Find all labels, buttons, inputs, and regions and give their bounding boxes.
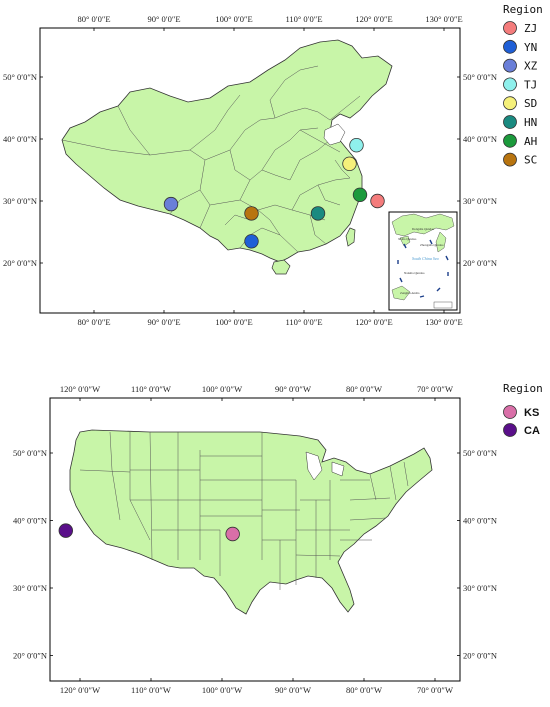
top-tick-label: 90° 0′0″E	[147, 14, 180, 24]
top-tick-label: 90° 0′0″W	[275, 384, 311, 394]
right-tick-label: 40° 0′0″N	[463, 516, 497, 526]
right-tick-label: 50° 0′0″N	[463, 448, 497, 458]
inset-label-nansha: Nansha Qundao	[404, 271, 425, 275]
legend-label-hn: HN	[524, 116, 537, 129]
right-tick-label: 20° 0′0″N	[463, 651, 497, 661]
bottom-tick-label: 130° 0′0″E	[425, 317, 462, 327]
left-tick-label: 30° 0′0″N	[13, 583, 47, 593]
usa-map-panel: 120° 0′0″W 120° 0′0″W 110° 0′0″W 110° 0′0″W…	[13, 384, 497, 695]
top-tick-label: 120° 0′0″E	[355, 14, 392, 24]
legend-swatch-zj	[503, 21, 517, 35]
legend-label-zj: ZJ	[524, 22, 537, 35]
left-tick-label: 50° 0′0″N	[3, 72, 37, 82]
top-tick-label: 80° 0′0″W	[346, 384, 382, 394]
china-province-borders	[61, 65, 361, 253]
china-legend-title: Region	[503, 3, 543, 16]
legend-label-xz: XZ	[524, 60, 538, 73]
inset-scale-box	[433, 301, 453, 309]
sample-point-ah	[352, 187, 368, 203]
top-tick-label: 80° 0′0″E	[77, 14, 110, 24]
top-tick-label: 100° 0′0″E	[215, 14, 252, 24]
left-tick-label: 20° 0′0″N	[3, 258, 37, 268]
sample-point-xz	[163, 196, 179, 212]
legend-label-yn: YN	[524, 41, 537, 54]
usa-legend: Region KS CA	[503, 382, 543, 437]
bottom-tick-label: 120° 0′0″E	[355, 317, 392, 327]
legend-swatch-ah	[503, 133, 517, 148]
inset-label-sea: South China Sea	[412, 256, 439, 261]
legend-label-ca: CA	[524, 425, 540, 437]
bottom-tick-label: 120° 0′0″W	[60, 685, 100, 695]
inset-label-zengmu: Zengmu Ansha	[400, 291, 420, 295]
bottom-tick-label: 110° 0′0″W	[131, 685, 171, 695]
inset-label-dongsha: Dongsha Qundao	[412, 227, 435, 231]
left-tick-label: 20° 0′0″N	[13, 651, 47, 661]
china-map-panel: Dongsha Qundao Xisha Qundao Zhongsha Qun…	[3, 14, 497, 327]
hainan-island	[271, 259, 291, 275]
sample-point-zj	[370, 193, 385, 209]
china-tick-labels: 80° 0′0″E 80° 0′0″E 90° 0′0″E 90° 0′0″E 100°…	[3, 14, 497, 327]
inset-label-zhongsha: Zhongsha Qundao	[420, 243, 444, 247]
lake-michigan	[305, 451, 323, 481]
bottom-tick-label: 90° 0′0″W	[275, 685, 311, 695]
top-tick-label: 130° 0′0″E	[425, 14, 462, 24]
usa-tick-labels: 120° 0′0″W 120° 0′0″W 110° 0′0″W 110° 0′0″W…	[13, 384, 497, 695]
legend-swatch-hn	[503, 115, 517, 129]
china-legend: Region ZJ YN XZ TJ SD HN AH SC	[503, 3, 543, 167]
bottom-tick-label: 80° 0′0″W	[346, 685, 382, 695]
bottom-tick-label: 90° 0′0″E	[147, 317, 180, 327]
legend-swatch-yn	[503, 39, 517, 54]
legend-label-ks: KS	[524, 407, 539, 419]
legend-label-sc: SC	[524, 154, 537, 167]
legend-label-ah: AH	[524, 135, 537, 148]
left-tick-label: 50° 0′0″N	[13, 448, 47, 458]
sample-point-yn	[244, 234, 259, 249]
top-tick-label: 70° 0′0″W	[417, 384, 453, 394]
taiwan-island	[345, 227, 356, 247]
sample-point-sc	[244, 206, 259, 221]
right-tick-label: 30° 0′0″N	[463, 583, 497, 593]
lake-huron	[331, 461, 345, 477]
sample-point-ca	[58, 523, 74, 538]
bottom-tick-label: 70° 0′0″W	[417, 685, 453, 695]
south-china-sea-inset: Dongsha Qundao Xisha Qundao Zhongsha Qun…	[388, 211, 458, 311]
bottom-tick-label: 100° 0′0″W	[202, 685, 242, 695]
china-sample-points	[163, 137, 385, 249]
left-tick-label: 40° 0′0″N	[13, 516, 47, 526]
sample-point-sd	[342, 156, 357, 172]
top-tick-label: 110° 0′0″E	[285, 14, 322, 24]
sample-point-tj	[349, 137, 364, 153]
bottom-tick-label: 80° 0′0″E	[77, 317, 110, 327]
bottom-tick-label: 110° 0′0″E	[285, 317, 322, 327]
usa-legend-title: Region	[503, 382, 543, 395]
legend-swatch-ca	[503, 423, 517, 437]
legend-label-tj: TJ	[524, 78, 537, 91]
legend-swatch-sc	[503, 152, 517, 167]
legend-label-sd: SD	[524, 97, 537, 110]
right-tick-label: 30° 0′0″N	[463, 196, 497, 206]
top-tick-label: 120° 0′0″W	[60, 384, 100, 394]
left-tick-label: 30° 0′0″N	[3, 196, 37, 206]
bohai-sea	[323, 123, 346, 146]
right-tick-label: 20° 0′0″N	[463, 258, 497, 268]
left-tick-label: 40° 0′0″N	[3, 134, 37, 144]
right-tick-label: 40° 0′0″N	[463, 134, 497, 144]
sample-point-ks	[225, 526, 240, 542]
right-tick-label: 50° 0′0″N	[463, 72, 497, 82]
usa-sample-points	[58, 523, 240, 542]
inset-label-xisha: Xisha Qundao	[398, 237, 417, 241]
legend-swatch-xz	[503, 58, 517, 73]
top-tick-label: 100° 0′0″W	[202, 384, 242, 394]
top-tick-label: 110° 0′0″W	[131, 384, 171, 394]
inset-coast	[391, 213, 455, 237]
legend-swatch-ks	[503, 405, 517, 419]
bottom-tick-label: 100° 0′0″E	[215, 317, 252, 327]
usa-state-borders	[79, 431, 409, 590]
nine-dash-line	[397, 239, 449, 298]
legend-swatch-tj	[503, 77, 517, 92]
legend-swatch-sd	[503, 96, 517, 111]
sample-point-hn	[310, 206, 326, 221]
